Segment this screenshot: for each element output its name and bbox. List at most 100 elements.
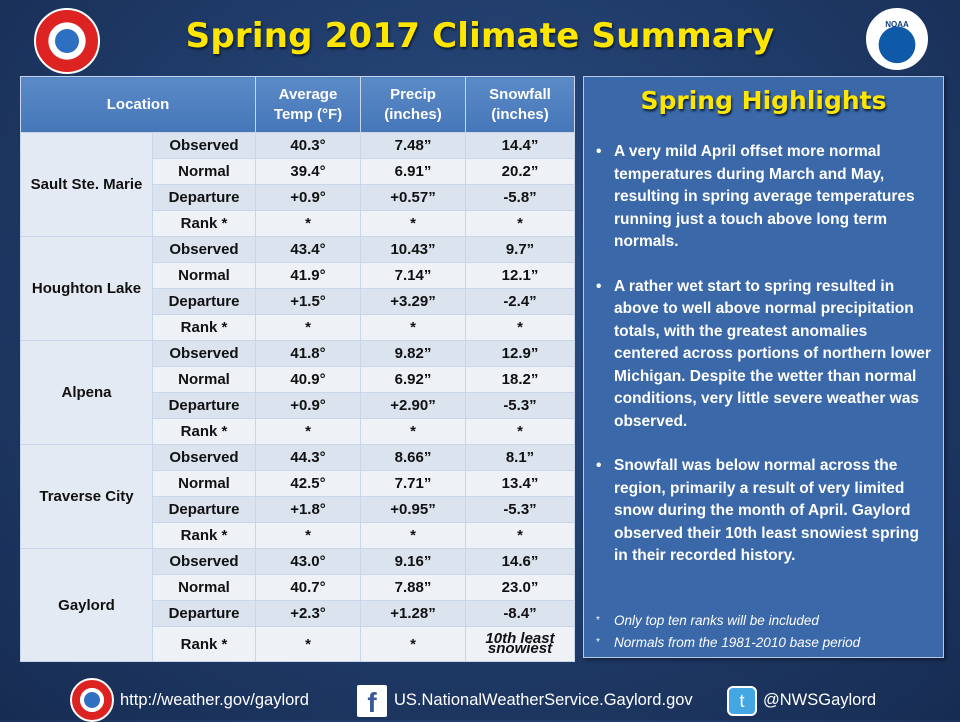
asterisk-icon: *	[596, 615, 600, 626]
snow-cell: 13.4”	[465, 470, 575, 497]
precip-cell: *	[360, 418, 466, 445]
table-row: Normal 41.9° 7.14” 12.1”	[21, 262, 575, 289]
footnote: * Normals from the 1981-2010 base period	[596, 632, 860, 654]
precip-cell: +3.29”	[360, 288, 466, 315]
snow-cell: 14.4”	[465, 132, 575, 159]
temp-cell: 43.4°	[255, 236, 361, 263]
temp-cell: +0.9°	[255, 184, 361, 211]
snow-cell: 10th least snowiest	[465, 626, 575, 662]
temp-cell: 41.8°	[255, 340, 361, 367]
page-title: Spring 2017 Climate Summary	[185, 16, 775, 56]
table-row: Houghton Lake Observed 43.4° 10.43” 9.7”	[20, 236, 575, 341]
facebook-link[interactable]: US.NationalWeatherService.Gaylord.gov	[394, 691, 693, 709]
highlights-panel: Spring Highlights • A very mild April off…	[583, 76, 944, 658]
table-row: Departure +1.8° +0.95” -5.3”	[21, 496, 575, 523]
header-precip-line2: (inches)	[384, 105, 442, 123]
asterisk-icon: *	[596, 637, 600, 648]
table-row: Gaylord Observed 43.0° 9.16” 14.6”	[20, 548, 575, 662]
header-avg-temp-line1: Average	[278, 85, 338, 103]
precip-cell: *	[360, 210, 466, 237]
temp-cell: *	[255, 418, 361, 445]
table-row: Departure +0.9° +0.57” -5.8”	[21, 184, 575, 211]
row-label: Normal	[152, 158, 256, 185]
highlights-title: Spring Highlights	[640, 86, 887, 115]
highlight-item: • A rather wet start to spring resulted i…	[584, 276, 943, 434]
precip-cell: *	[360, 626, 466, 662]
table-row: Rank * * * *	[21, 418, 575, 445]
temp-cell: 39.4°	[255, 158, 361, 185]
snow-cell: 12.1”	[465, 262, 575, 289]
row-label: Departure	[152, 184, 256, 211]
temp-cell: *	[255, 314, 361, 341]
temp-cell: 40.9°	[255, 366, 361, 393]
header-precip-line1: Precip	[390, 85, 436, 103]
temp-cell: +1.5°	[255, 288, 361, 315]
row-label: Observed	[152, 340, 256, 367]
precip-cell: 6.92”	[360, 366, 466, 393]
table-row: Normal 40.9° 6.92” 18.2”	[21, 366, 575, 393]
footnotes: * Only top ten ranks will be included * No…	[596, 610, 860, 654]
facebook-icon[interactable]: f	[357, 685, 387, 718]
station-name: Alpena	[20, 340, 153, 445]
precip-cell: *	[360, 314, 466, 341]
highlight-item: • A very mild April offset more normal te…	[584, 141, 943, 254]
precip-cell: +1.28”	[360, 600, 466, 627]
snow-cell: 14.6”	[465, 548, 575, 575]
highlight-text: A rather wet start to spring resulted in…	[614, 277, 931, 430]
precip-cell: 7.71”	[360, 470, 466, 497]
temp-cell: +2.3°	[255, 600, 361, 627]
snow-cell: -5.3”	[465, 392, 575, 419]
footnote: * Only top ten ranks will be included	[596, 610, 860, 632]
row-label: Rank *	[152, 522, 256, 549]
temp-cell: 42.5°	[255, 470, 361, 497]
noaa-logo-icon: NOAA	[866, 8, 928, 70]
website-link[interactable]: http://weather.gov/gaylord	[120, 691, 309, 709]
temp-cell: 44.3°	[255, 444, 361, 471]
temp-cell: 40.7°	[255, 574, 361, 601]
twitter-link[interactable]: @NWSGaylord	[763, 691, 877, 709]
table-row: Normal 39.4° 6.91” 20.2”	[21, 158, 575, 185]
station-name: Traverse City	[20, 444, 153, 549]
station-name: Gaylord	[20, 548, 153, 662]
header-precip: Precip (inches)	[360, 76, 466, 133]
snow-cell: 18.2”	[465, 366, 575, 393]
temp-cell: *	[255, 210, 361, 237]
temp-cell: 43.0°	[255, 548, 361, 575]
row-label: Departure	[152, 496, 256, 523]
precip-cell: *	[360, 522, 466, 549]
station-name: Sault Ste. Marie	[20, 132, 153, 237]
twitter-icon[interactable]: t	[727, 686, 757, 716]
highlight-item: • Snowfall was below normal across the re…	[584, 455, 943, 568]
snow-cell: 8.1”	[465, 444, 575, 471]
snow-cell: -5.8”	[465, 184, 575, 211]
table-row: Rank * * * *	[21, 210, 575, 237]
temp-cell: +1.8°	[255, 496, 361, 523]
nws-logo-small-icon	[70, 678, 114, 722]
precip-cell: 6.91”	[360, 158, 466, 185]
table-row: Sault Ste. Marie Observed 40.3° 7.48” 14.4”	[20, 132, 575, 237]
snow-cell: *	[465, 418, 575, 445]
row-label: Rank *	[152, 314, 256, 341]
footnote-text: Only top ten ranks will be included	[614, 613, 819, 628]
precip-cell: 7.48”	[360, 132, 466, 159]
snow-cell: 12.9”	[465, 340, 575, 367]
table-row: Alpena Observed 41.8° 9.82” 12.9”	[20, 340, 575, 445]
temp-cell: 41.9°	[255, 262, 361, 289]
temp-cell: *	[255, 522, 361, 549]
row-label: Observed	[152, 132, 256, 159]
header-avg-temp: Average Temp (°F)	[255, 76, 361, 133]
header-snowfall: Snowfall (inches)	[465, 76, 575, 133]
snow-cell: 20.2”	[465, 158, 575, 185]
row-label: Normal	[152, 574, 256, 601]
header-snowfall-line1: Snowfall	[489, 85, 551, 103]
snow-cell: -8.4”	[465, 600, 575, 627]
table-row: Traverse City Observed 44.3° 8.66” 8.1”	[20, 444, 575, 549]
bullet-icon: •	[596, 143, 602, 160]
row-label: Rank *	[152, 626, 256, 662]
row-label: Normal	[152, 262, 256, 289]
precip-cell: 10.43”	[360, 236, 466, 263]
row-label: Departure	[152, 392, 256, 419]
precip-cell: +2.90”	[360, 392, 466, 419]
table-row: Normal 42.5° 7.71” 13.4”	[21, 470, 575, 497]
bullet-icon: •	[596, 457, 602, 474]
